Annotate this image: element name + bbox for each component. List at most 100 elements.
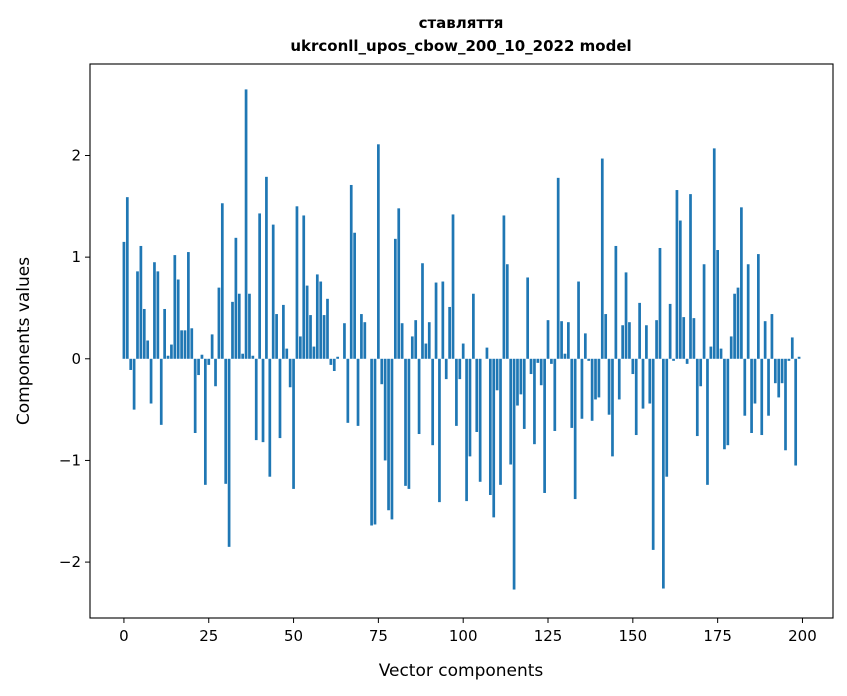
bar [746,264,750,359]
bar [597,358,601,398]
bar [200,354,204,359]
bar [512,358,516,590]
bar [176,279,180,359]
bar [492,358,496,518]
bar [414,320,418,359]
bar [614,245,618,359]
bar [397,208,401,359]
bar [665,358,669,477]
bar [563,353,567,359]
bar [444,358,448,380]
bar [346,358,350,423]
bar [387,358,390,511]
chart-subtitle: ukrconll_upos_cbow_200_10_2022 model [290,37,631,55]
bar [360,314,363,359]
bar [349,184,353,359]
x-tick-label: 0 [119,627,129,645]
bar [407,358,411,489]
bar [709,346,713,359]
x-tick-label: 175 [703,627,732,645]
bar [193,358,197,433]
bar [237,293,241,359]
bar [251,355,255,359]
bar [522,358,526,429]
bar [271,224,275,359]
bar [207,358,211,365]
bar [424,343,428,359]
bar [787,358,791,361]
bar [767,358,770,416]
bar [533,358,536,445]
bar [475,358,479,432]
bar [224,358,228,484]
bar [753,358,757,404]
bar [621,325,625,359]
bar [468,358,472,457]
x-axis: 0 25 50 75 100 125 150 175 200 [119,618,817,645]
bar [784,358,787,451]
bar [790,337,794,359]
x-tick-label: 125 [534,627,563,645]
bar [217,287,221,359]
bar [295,206,299,359]
bar [780,358,784,384]
x-tick-label: 200 [788,627,817,645]
bar [427,322,431,359]
bar [712,148,716,359]
bar [617,358,621,400]
bar [336,356,340,359]
bar [261,358,265,443]
bar [777,358,781,398]
bar [604,314,608,359]
bar [244,89,248,359]
bar [488,358,492,495]
bar [377,144,380,359]
bar [757,254,760,359]
bar [519,358,523,395]
bar [624,272,628,359]
bar [750,358,753,433]
bar [122,241,126,359]
bar [248,293,251,359]
bar [197,358,200,376]
bar [638,302,641,359]
bar [607,358,611,415]
bar [421,263,424,359]
bar [651,358,655,550]
bar [773,358,777,384]
bar [292,358,295,489]
bar [129,358,133,370]
bar [695,358,699,437]
bar [380,358,384,385]
y-axis: −2 −1 0 1 2 [59,146,90,571]
bar [434,282,438,359]
bar [132,358,136,410]
bar [499,358,502,485]
bar [268,358,272,477]
bar [210,334,214,359]
bar [149,358,153,404]
bar [417,358,421,435]
bar [136,271,139,359]
bar [319,281,323,359]
y-tick-label: 2 [71,146,81,164]
bar [702,264,706,359]
bar [478,358,482,482]
bar [241,353,245,359]
bar [577,281,580,359]
bar [187,252,190,359]
bar [278,358,282,439]
bar [170,344,173,359]
y-tick-label: 0 [71,350,81,368]
bar [438,358,441,503]
bar [353,232,356,359]
bar [356,358,360,426]
bar [539,358,543,386]
bar [458,358,462,380]
bar [254,358,258,441]
y-tick-label: −2 [59,553,81,571]
bar [370,358,373,526]
bar [153,262,156,359]
bar [668,303,672,359]
